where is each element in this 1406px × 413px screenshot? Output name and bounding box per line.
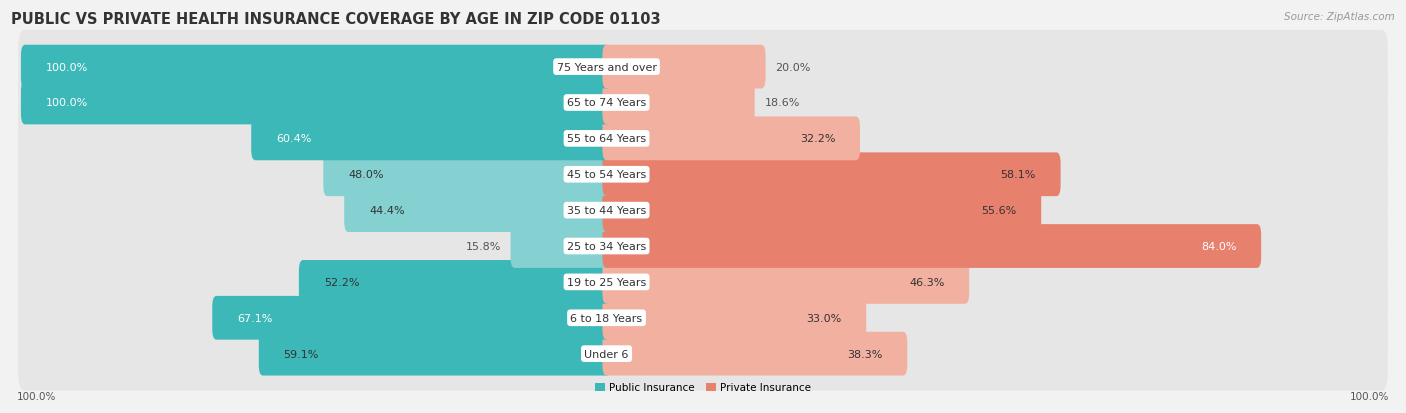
FancyBboxPatch shape [510,225,610,268]
FancyBboxPatch shape [18,245,1388,319]
Text: 60.4%: 60.4% [276,134,311,144]
Text: 48.0%: 48.0% [349,170,384,180]
FancyBboxPatch shape [18,174,1388,247]
FancyBboxPatch shape [344,189,610,233]
Text: 65 to 74 Years: 65 to 74 Years [567,98,647,108]
Text: 45 to 54 Years: 45 to 54 Years [567,170,647,180]
Text: 18.6%: 18.6% [765,98,800,108]
FancyBboxPatch shape [323,153,610,197]
FancyBboxPatch shape [18,210,1388,283]
Text: Source: ZipAtlas.com: Source: ZipAtlas.com [1284,12,1395,22]
FancyBboxPatch shape [602,225,1261,268]
Text: Under 6: Under 6 [585,349,628,359]
FancyBboxPatch shape [602,296,866,340]
Text: 20.0%: 20.0% [775,62,811,72]
Text: 100.0%: 100.0% [46,62,89,72]
Text: 15.8%: 15.8% [465,242,501,252]
Text: 55 to 64 Years: 55 to 64 Years [567,134,647,144]
Text: 38.3%: 38.3% [846,349,883,359]
Text: 67.1%: 67.1% [238,313,273,323]
Text: 100.0%: 100.0% [17,391,56,401]
Text: 35 to 44 Years: 35 to 44 Years [567,206,647,216]
Legend: Public Insurance, Private Insurance: Public Insurance, Private Insurance [595,382,811,392]
Text: 52.2%: 52.2% [323,277,359,287]
Text: 44.4%: 44.4% [368,206,405,216]
FancyBboxPatch shape [602,45,765,89]
Text: PUBLIC VS PRIVATE HEALTH INSURANCE COVERAGE BY AGE IN ZIP CODE 01103: PUBLIC VS PRIVATE HEALTH INSURANCE COVER… [11,12,661,27]
FancyBboxPatch shape [602,117,860,161]
FancyBboxPatch shape [602,260,969,304]
FancyBboxPatch shape [602,189,1042,233]
FancyBboxPatch shape [259,332,610,376]
Text: 58.1%: 58.1% [1001,170,1036,180]
Text: 46.3%: 46.3% [910,277,945,287]
Text: 25 to 34 Years: 25 to 34 Years [567,242,647,252]
FancyBboxPatch shape [21,81,610,125]
Text: 19 to 25 Years: 19 to 25 Years [567,277,647,287]
FancyBboxPatch shape [18,281,1388,355]
FancyBboxPatch shape [18,66,1388,140]
FancyBboxPatch shape [602,332,907,376]
Text: 59.1%: 59.1% [284,349,319,359]
FancyBboxPatch shape [212,296,610,340]
Text: 6 to 18 Years: 6 to 18 Years [571,313,643,323]
Text: 33.0%: 33.0% [806,313,841,323]
FancyBboxPatch shape [18,31,1388,104]
FancyBboxPatch shape [602,153,1060,197]
FancyBboxPatch shape [299,260,610,304]
Text: 32.2%: 32.2% [800,134,835,144]
FancyBboxPatch shape [18,138,1388,211]
Text: 100.0%: 100.0% [1350,391,1389,401]
FancyBboxPatch shape [18,317,1388,391]
Text: 100.0%: 100.0% [46,98,89,108]
FancyBboxPatch shape [18,102,1388,176]
FancyBboxPatch shape [252,117,610,161]
FancyBboxPatch shape [602,81,755,125]
Text: 84.0%: 84.0% [1201,242,1236,252]
Text: 75 Years and over: 75 Years and over [557,62,657,72]
Text: 55.6%: 55.6% [981,206,1017,216]
FancyBboxPatch shape [21,45,610,89]
